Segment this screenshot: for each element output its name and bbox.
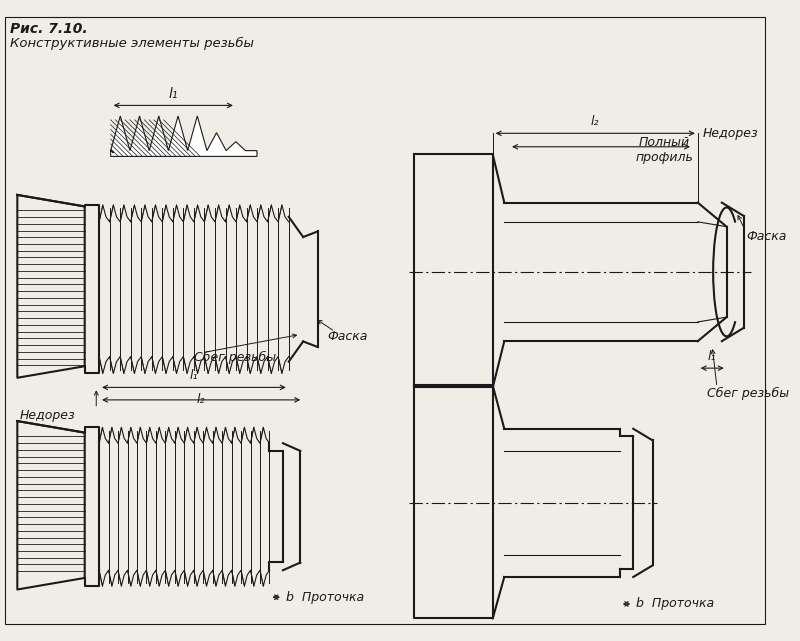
Text: Недорез: Недорез [702, 127, 758, 140]
Text: Сбег резьбы: Сбег резьбы [707, 387, 790, 401]
Text: b  Проточка: b Проточка [286, 591, 364, 604]
Text: l₁: l₁ [190, 369, 198, 381]
Text: l₁: l₁ [708, 351, 717, 363]
Text: l₁: l₁ [169, 87, 178, 101]
Text: Недорез: Недорез [19, 408, 75, 422]
Text: Рис. 7.10.: Рис. 7.10. [10, 22, 87, 36]
Polygon shape [110, 116, 257, 156]
Text: l₂: l₂ [197, 393, 206, 406]
Text: Фаска: Фаска [746, 229, 786, 242]
Text: Сбег резьбы: Сбег резьбы [194, 351, 277, 364]
Text: l₂: l₂ [591, 115, 599, 128]
Text: b  Проточка: b Проточка [636, 597, 714, 610]
Text: Полный
профиль: Полный профиль [635, 136, 693, 164]
Text: Конструктивные элементы резьбы: Конструктивные элементы резьбы [10, 37, 254, 50]
Text: Фаска: Фаска [327, 329, 367, 343]
